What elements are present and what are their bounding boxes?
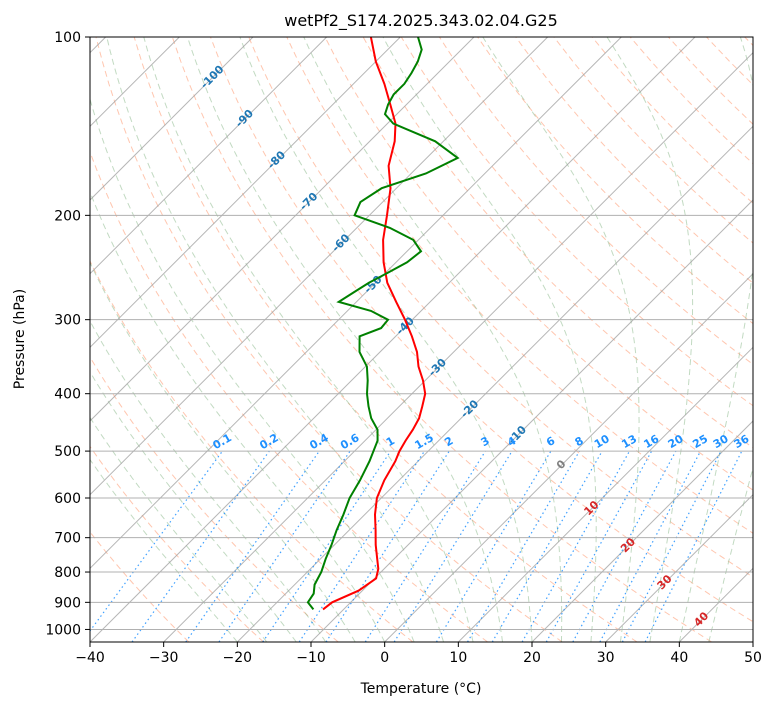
dewpoint-line (306, 37, 460, 611)
moist-adiabat (187, 37, 503, 642)
dry-adiabat (324, 37, 753, 491)
moist-adiabat (90, 370, 297, 642)
y-axis-label: Pressure (hPa) (12, 289, 28, 389)
y-tick-label: 1000 (45, 622, 81, 638)
isotherm-line (384, 272, 753, 642)
chart-title: wetPf2_S174.2025.343.02.04.G25 (284, 11, 558, 31)
dry-adiabat (133, 37, 638, 642)
mixing-ratio-line (521, 450, 631, 642)
y-axis-ticks: 100 200 300 400 500 600 700 800 900 1000 (45, 30, 90, 638)
isotherm-line (457, 346, 753, 642)
y-tick-label: 200 (54, 208, 81, 224)
profiles (306, 37, 460, 611)
dry-adiabat (210, 37, 753, 623)
moist-adiabat (90, 416, 268, 642)
x-tick-label: 30 (597, 650, 615, 666)
x-tick-label: 20 (523, 650, 541, 666)
isotherm-line (605, 493, 753, 642)
y-tick-label: 800 (54, 565, 81, 581)
y-tick-label: 600 (54, 491, 81, 507)
dry-adiabat (248, 37, 753, 578)
moist-adiabat (239, 37, 533, 642)
isotherm-line (310, 199, 753, 642)
y-tick-label: 300 (54, 313, 81, 329)
x-tick-label: −30 (149, 650, 179, 666)
mixing-ratio-line (572, 450, 677, 642)
moist-adiabat (678, 37, 753, 642)
x-axis-label: Temperature (°C) (360, 681, 482, 697)
mixing-ratio-line (185, 450, 320, 642)
isotherm-line (90, 37, 622, 570)
mixing-ratio-line (466, 450, 580, 642)
x-axis-ticks: −40 −30 −20 −10 0 10 20 30 40 50 (75, 642, 762, 666)
mixing-ratio-line (435, 450, 552, 642)
y-tick-label: 500 (54, 444, 81, 460)
moist-adiabat (90, 320, 327, 642)
dry-adiabat (515, 37, 753, 284)
isotherm-line (90, 37, 254, 201)
moist-adiabat (90, 261, 356, 642)
temperature-line (322, 37, 427, 611)
moist-adiabat (106, 37, 445, 642)
plot-frame (89, 36, 754, 643)
x-tick-label: 50 (744, 650, 762, 666)
y-tick-label: 700 (54, 531, 81, 547)
dry-adiabat (171, 37, 712, 642)
isotherm-line (90, 37, 549, 496)
x-tick-label: 0 (380, 650, 389, 666)
moist-adiabat (143, 37, 474, 642)
moist-adiabat (708, 465, 753, 642)
x-tick-label: −20 (223, 650, 253, 666)
mixing-ratio-line (491, 450, 603, 642)
isotherm-line (90, 37, 475, 422)
moist-adiabat (482, 37, 640, 642)
mixing-ratio-line (545, 450, 653, 642)
isotherm-line (90, 37, 401, 349)
isotherm-line (531, 420, 753, 642)
x-tick-label: −40 (75, 650, 105, 666)
moist-adiabat (382, 37, 597, 642)
moist-adiabat (303, 37, 563, 642)
plot-background (90, 37, 753, 642)
isotherm-line (90, 37, 696, 642)
isotherm-line (90, 37, 328, 275)
isotherm-line (163, 51, 753, 642)
y-tick-label: 100 (54, 30, 81, 46)
moist-adiabat (90, 458, 238, 642)
pressure-grid (90, 37, 753, 630)
mixing-ratio-line (393, 450, 513, 642)
mixing-ratio-line (131, 450, 270, 642)
moist-adiabat (90, 190, 386, 642)
y-tick-label: 400 (54, 387, 81, 403)
mixing-ratio-line (298, 450, 425, 642)
moist-adiabat (606, 37, 694, 642)
isotherm-line (236, 125, 753, 642)
dry-adiabat (90, 445, 264, 642)
y-tick-label: 900 (54, 595, 81, 611)
dry-adiabat (286, 37, 753, 534)
x-tick-label: 40 (670, 650, 688, 666)
mixing-ratio-line (364, 450, 486, 642)
background-lines (90, 37, 753, 642)
mixing-ratio-line (325, 450, 450, 642)
dry-adiabat (95, 37, 563, 642)
x-tick-label: 10 (449, 650, 467, 666)
dry-adiabat (90, 259, 414, 642)
x-tick-label: −10 (296, 650, 326, 666)
